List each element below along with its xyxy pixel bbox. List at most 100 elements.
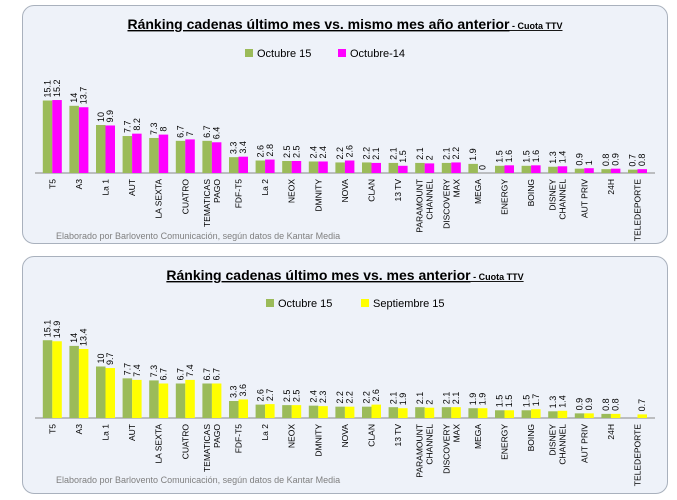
bar (185, 139, 195, 173)
bar (255, 404, 266, 418)
category-label: PAGO (212, 424, 222, 448)
category-label: MAX (451, 179, 461, 198)
data-label: 2.5 (282, 390, 292, 403)
bar (282, 405, 292, 418)
data-label: 1.3 (548, 396, 558, 409)
bar (504, 410, 514, 418)
data-label: 9.9 (105, 110, 115, 123)
data-label: 7.4 (185, 364, 195, 377)
bar (601, 413, 611, 418)
category-label: 13 TV (393, 424, 403, 447)
data-label: 3.3 (229, 142, 239, 155)
data-label: 3.3 (229, 385, 239, 398)
bar (78, 107, 89, 173)
category-label: PARAMOUNT (415, 179, 425, 233)
bar (158, 383, 169, 418)
bar (504, 165, 514, 173)
data-label: 1.9 (398, 393, 408, 406)
bar (495, 165, 505, 173)
data-label: 2.2 (335, 391, 345, 404)
data-label: 1.6 (531, 150, 541, 163)
bar (548, 411, 558, 418)
bar (335, 406, 345, 418)
data-label: 6.7 (158, 368, 168, 381)
data-label: 2.2 (362, 391, 372, 404)
bar (398, 165, 408, 173)
data-label: 1.9 (468, 393, 478, 406)
data-label: 0.8 (601, 398, 611, 411)
bar (291, 161, 302, 173)
category-label: AUT PRIV (579, 424, 589, 463)
bar (132, 379, 142, 418)
category-label: TEMATICAS (202, 424, 212, 472)
category-label: PAGO (212, 179, 222, 203)
legend-label: Octubre 15 (278, 298, 332, 310)
data-label: 2.1 (415, 392, 425, 405)
bar (78, 348, 89, 418)
bar (477, 408, 488, 418)
data-label: 2.6 (255, 145, 265, 158)
data-label: 2.4 (309, 390, 319, 403)
data-label: 1.5 (504, 395, 514, 408)
data-label: 1.5 (521, 150, 531, 163)
data-label: 2.4 (318, 146, 328, 159)
data-label: 13.4 (79, 328, 89, 346)
bar (42, 340, 53, 418)
data-label: 14 (69, 93, 79, 103)
data-label: 1.3 (548, 151, 558, 164)
bar (229, 401, 239, 418)
data-label: 2.1 (388, 147, 398, 160)
bar (557, 166, 568, 173)
bar (132, 133, 142, 173)
data-label: 1.5 (521, 395, 531, 408)
bar (584, 168, 594, 173)
bar (548, 166, 558, 173)
data-label: 1.9 (468, 148, 478, 161)
data-label: 0.8 (611, 398, 621, 411)
chart-title: Ránking cadenas último mes vs. mismo mes… (127, 16, 562, 32)
data-label: 1.4 (557, 395, 567, 408)
data-label: 14.9 (52, 321, 62, 339)
data-label: 8.2 (132, 118, 142, 131)
bar (318, 406, 328, 418)
chart-title: Ránking cadenas último mes vs. mes anter… (166, 267, 523, 283)
data-label: 3.4 (238, 141, 248, 154)
chart-title-suffix: - Cuota TTV (471, 272, 524, 282)
bar (158, 134, 169, 173)
data-label: 0.8 (637, 154, 647, 167)
legend-label: Septiembre 15 (373, 298, 445, 310)
category-label: CLAN (367, 424, 377, 447)
category-label: FDF-T5 (234, 424, 244, 454)
data-label: 2.1 (442, 147, 452, 160)
category-label: TELEDEPORTE (633, 179, 643, 242)
category-label: NOVA (340, 424, 350, 448)
bar (531, 409, 541, 418)
bar (265, 159, 275, 173)
category-label: 24H (606, 424, 616, 440)
data-label: 6.7 (212, 368, 222, 381)
category-label: FDF-T5 (234, 179, 244, 209)
bar (105, 125, 115, 173)
category-label: CLAN (367, 179, 377, 202)
bar (344, 160, 355, 173)
category-label: AUT (127, 424, 137, 441)
data-label: 15.1 (43, 80, 53, 98)
category-label: CHANNEL (558, 179, 568, 220)
bar (584, 413, 594, 418)
bar (441, 162, 452, 173)
data-label: 0.7 (637, 399, 647, 412)
data-label: 2.4 (309, 146, 319, 159)
bar (122, 136, 133, 173)
bar (362, 406, 372, 418)
bar (557, 410, 568, 418)
bar (398, 408, 408, 418)
data-label: 6.7 (176, 125, 186, 138)
data-label: 7.7 (122, 363, 132, 376)
data-label: 2.2 (451, 147, 461, 160)
bar (424, 163, 435, 173)
data-label: 2.2 (345, 391, 355, 404)
category-label: La 2 (260, 424, 270, 441)
bar (175, 140, 186, 173)
chart-panel-month-comparison: Ránking cadenas último mes vs. mes anter… (22, 256, 668, 494)
category-label: T5 (47, 424, 57, 434)
